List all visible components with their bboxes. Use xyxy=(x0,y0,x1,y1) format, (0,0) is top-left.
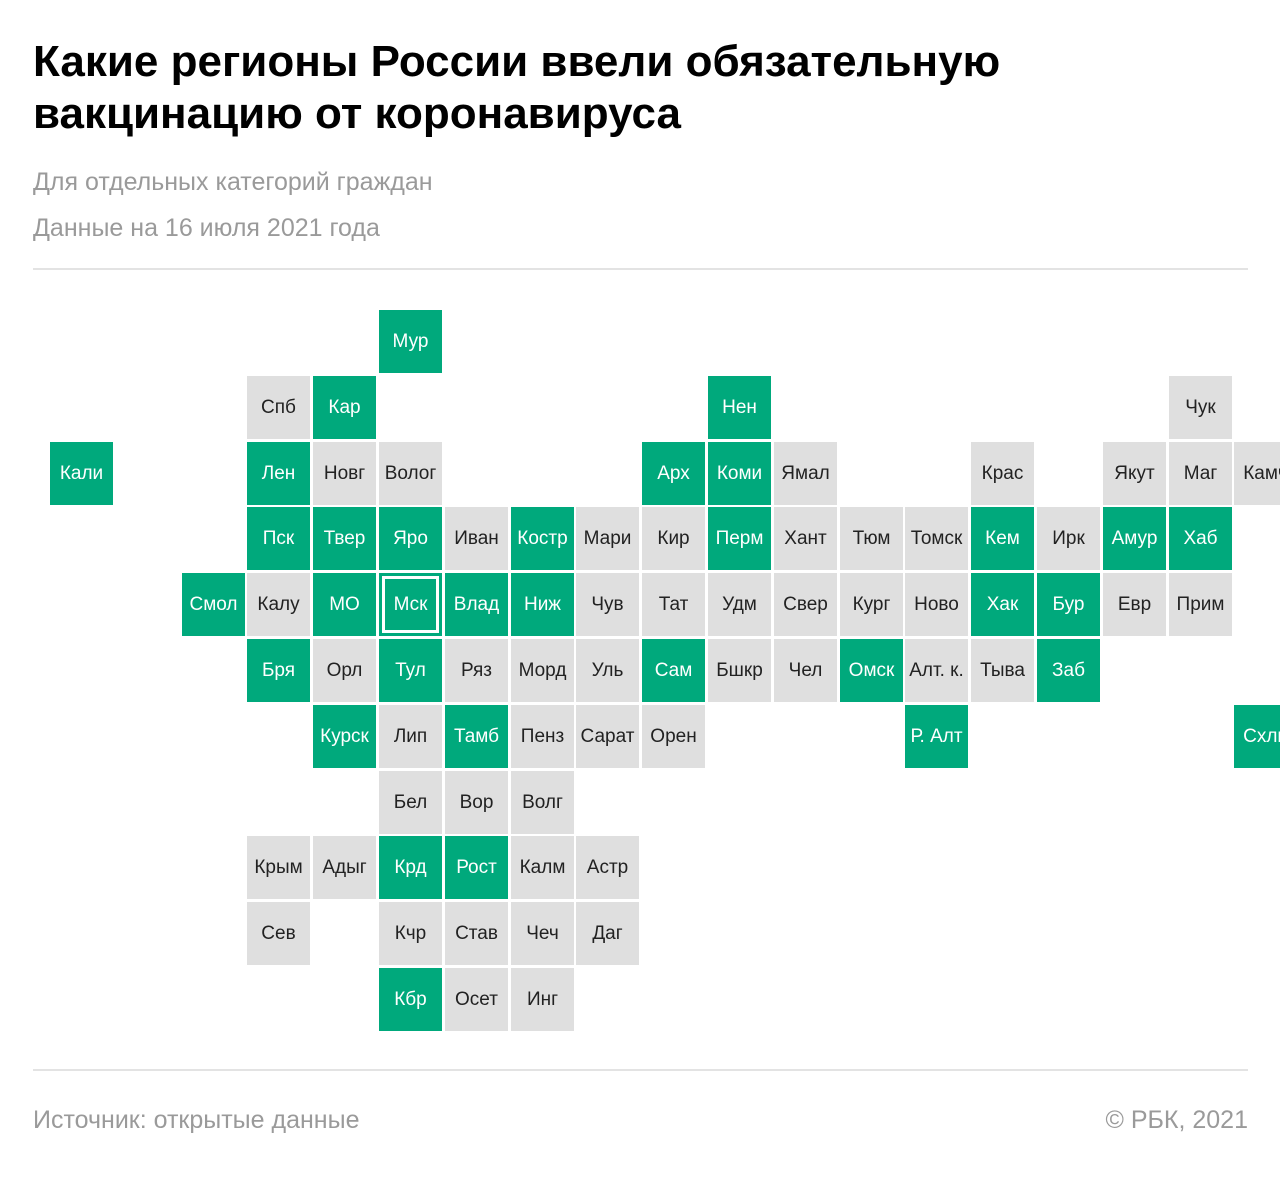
region-tile: Чук xyxy=(1169,376,1232,439)
region-tile: Бшкр xyxy=(708,639,771,702)
region-tile: Мур xyxy=(379,310,442,373)
region-tile: Амур xyxy=(1103,507,1166,570)
region-tile: Прим xyxy=(1169,573,1232,636)
region-tile: Калм xyxy=(511,836,574,899)
region-tile: Кчр xyxy=(379,902,442,965)
region-tile: Якут xyxy=(1103,442,1166,505)
region-tile: Коми xyxy=(708,442,771,505)
region-tile: Астр xyxy=(576,836,639,899)
region-tile: Адыг xyxy=(313,836,376,899)
region-tile: Сам xyxy=(642,639,705,702)
region-tile: Хант xyxy=(774,507,837,570)
region-tile: Кург xyxy=(840,573,903,636)
date-note: Данные на 16 июля 2021 года xyxy=(33,214,380,242)
region-tile: Тамб xyxy=(445,705,508,768)
region-tile: Орл xyxy=(313,639,376,702)
region-tile: Костр xyxy=(511,507,574,570)
region-tile: Томск xyxy=(905,507,968,570)
region-tile: Тыва xyxy=(971,639,1034,702)
region-tile: Свер xyxy=(774,573,837,636)
region-tile: Лен xyxy=(247,442,310,505)
region-tile: Хаб xyxy=(1169,507,1232,570)
region-tile: Яро xyxy=(379,507,442,570)
region-tile: Лип xyxy=(379,705,442,768)
region-tile: Чеч xyxy=(511,902,574,965)
region-tile: Мари xyxy=(576,507,639,570)
region-tile: Бур xyxy=(1037,573,1100,636)
region-tile: Влад xyxy=(445,573,508,636)
region-tile: Схлн xyxy=(1234,705,1280,768)
region-tile: Новг xyxy=(313,442,376,505)
region-tile: Волог xyxy=(379,442,442,505)
region-tile: Перм xyxy=(708,507,771,570)
region-tile: Вор xyxy=(445,771,508,834)
region-tile: Инг xyxy=(511,968,574,1031)
region-tile: Маг xyxy=(1169,442,1232,505)
region-tile: Евр xyxy=(1103,573,1166,636)
source-note: Источник: открытые данные xyxy=(33,1106,360,1134)
region-tile: Чел xyxy=(774,639,837,702)
region-tile: Сев xyxy=(247,902,310,965)
region-tile: Пенз xyxy=(511,705,574,768)
region-tile: Ямал xyxy=(774,442,837,505)
region-tile: Омск xyxy=(840,639,903,702)
region-tile: Уль xyxy=(576,639,639,702)
region-tile: Спб xyxy=(247,376,310,439)
region-tile: Кар xyxy=(313,376,376,439)
region-tile: Мск xyxy=(379,573,442,636)
region-tile: Удм xyxy=(708,573,771,636)
region-tile: Чув xyxy=(576,573,639,636)
region-tile: Рост xyxy=(445,836,508,899)
region-tile: Осет xyxy=(445,968,508,1031)
page-title: Какие регионы России ввели обязательную … xyxy=(33,37,1001,138)
region-tile: МО xyxy=(313,573,376,636)
region-tile: Став xyxy=(445,902,508,965)
region-tile: Крым xyxy=(247,836,310,899)
region-tile: Даг xyxy=(576,902,639,965)
region-tile: Крд xyxy=(379,836,442,899)
region-tile: Смол xyxy=(182,573,245,636)
region-tile: Иван xyxy=(445,507,508,570)
region-tile: Кбр xyxy=(379,968,442,1031)
region-tile: Морд xyxy=(511,639,574,702)
region-tile: Пск xyxy=(247,507,310,570)
region-tile: Калу xyxy=(247,573,310,636)
region-tile: Камч xyxy=(1234,442,1280,505)
region-tile: Кир xyxy=(642,507,705,570)
region-tile: Бел xyxy=(379,771,442,834)
region-tile: Курск xyxy=(313,705,376,768)
region-tile: Тюм xyxy=(840,507,903,570)
region-tile: Крас xyxy=(971,442,1034,505)
region-tile: Тул xyxy=(379,639,442,702)
region-tile: Ирк xyxy=(1037,507,1100,570)
top-divider xyxy=(33,268,1248,270)
region-tile: Твер xyxy=(313,507,376,570)
region-tile: Заб xyxy=(1037,639,1100,702)
region-tile: Ниж xyxy=(511,573,574,636)
region-tile: Ново xyxy=(905,573,968,636)
bottom-divider xyxy=(33,1069,1248,1071)
region-tile: Нен xyxy=(708,376,771,439)
subtitle: Для отдельных категорий граждан xyxy=(33,168,433,196)
region-tile: Кали xyxy=(50,442,113,505)
credit-note: © РБК, 2021 xyxy=(1105,1106,1248,1134)
region-tile: Ряз xyxy=(445,639,508,702)
region-tile: Волг xyxy=(511,771,574,834)
region-tile: Хак xyxy=(971,573,1034,636)
region-tile: Алт. к. xyxy=(905,639,968,702)
region-tile: Сарат xyxy=(576,705,639,768)
region-tile: Орен xyxy=(642,705,705,768)
region-tile: Тат xyxy=(642,573,705,636)
region-tile: Р. Алт xyxy=(905,705,968,768)
region-tile: Кем xyxy=(971,507,1034,570)
region-tile: Бря xyxy=(247,639,310,702)
region-tile: Арх xyxy=(642,442,705,505)
